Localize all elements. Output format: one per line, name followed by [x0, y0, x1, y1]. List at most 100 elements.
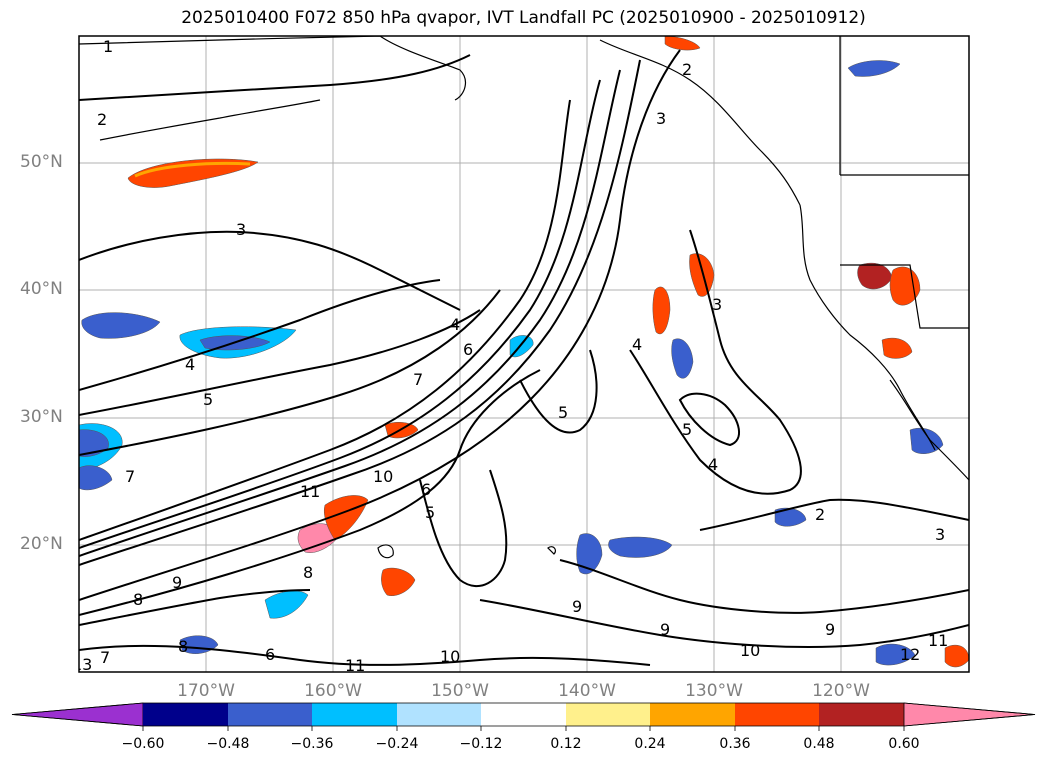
lon-label-120: 120°W — [812, 681, 870, 701]
contour-label: 8 — [178, 637, 188, 656]
contour-label: 9 — [572, 597, 582, 616]
contour-label: 3 — [935, 525, 945, 544]
fill-blob — [264, 590, 309, 619]
colorbar-tick-label: 0.48 — [803, 736, 835, 752]
hawaii-1 — [377, 544, 394, 559]
fill-blob — [134, 161, 251, 178]
contour-label: 8 — [133, 590, 143, 609]
contour-label: 1 — [103, 37, 113, 56]
lat-label-30: 30°N — [20, 407, 63, 427]
contour-label: 3 — [236, 220, 246, 239]
fill-blob — [79, 465, 113, 491]
contour-label: 11 — [345, 656, 365, 675]
colorbar-tick-label: −0.60 — [121, 736, 165, 752]
fill-blob — [381, 567, 416, 596]
colorbar-segment — [650, 703, 735, 726]
colorbar-tick-label: 0.12 — [550, 736, 582, 752]
contour-labels: 1 2 2 2 3 3 3 3 4 4 4 4 5 5 5 5 6 6 6 7 … — [79, 37, 948, 675]
colorbar-tick-label: −0.48 — [206, 736, 250, 752]
lat-label-50: 50°N — [20, 152, 63, 172]
colorbar-segment — [143, 703, 228, 726]
colorbar-tick-label: 0.24 — [634, 736, 666, 752]
lon-label-140: 140°W — [558, 681, 616, 701]
fill-blob — [847, 60, 901, 77]
contour-line — [79, 54, 471, 101]
contour-line — [678, 392, 740, 447]
contour-label: 6 — [463, 340, 473, 359]
fill-blob — [875, 643, 916, 666]
contour-label: 2 — [682, 60, 692, 79]
fill-blob — [652, 286, 671, 335]
contour-label: 3 — [712, 295, 722, 314]
map-title: 2025010400 F072 850 hPa qvapor, IVT Land… — [181, 8, 866, 28]
contour-label: 7 — [100, 648, 110, 667]
contour-line — [419, 469, 508, 587]
lon-label-160: 160°W — [304, 681, 362, 701]
contour-label: 2 — [815, 505, 825, 524]
contour-line — [79, 309, 481, 416]
contour-label: 5 — [425, 503, 435, 522]
colorbar — [11, 702, 1036, 731]
colorbar-segment — [819, 703, 904, 726]
baja-coast — [889, 379, 969, 481]
colorbar-tick-label: −0.12 — [459, 736, 503, 752]
fill-blob — [576, 533, 603, 575]
contour-label: 10 — [740, 641, 760, 660]
contour-label: 8 — [303, 563, 313, 582]
contour-line — [519, 349, 598, 434]
contour-label: 9 — [825, 620, 835, 639]
aleutian-chain — [99, 99, 321, 141]
colorbar-tick-label: 0.36 — [719, 736, 751, 752]
colorbar-extend-min — [11, 702, 144, 727]
colorbar-segment — [735, 703, 819, 726]
contour-label: 5 — [203, 390, 213, 409]
contour-line — [79, 69, 621, 557]
lon-label-130: 130°W — [685, 681, 743, 701]
contour-label: 10 — [440, 647, 460, 666]
contour-line — [79, 369, 541, 616]
alaska-coast — [79, 36, 467, 101]
fill-blob — [608, 536, 673, 558]
contour-label: 2 — [97, 110, 107, 129]
contour-label: 5 — [558, 403, 568, 422]
contour-line — [79, 230, 461, 311]
colorbar-segment — [566, 703, 650, 726]
colorbar-segment — [397, 703, 481, 726]
contour-line — [79, 79, 601, 549]
lon-label-170: 170°W — [177, 681, 235, 701]
bc-coast — [599, 39, 801, 206]
contour-line — [79, 49, 681, 601]
fill-blob — [671, 338, 694, 379]
contour-label: 6 — [265, 645, 275, 664]
contour-label: 10 — [373, 467, 393, 486]
contour-line — [79, 99, 571, 541]
lat-label-20: 20°N — [20, 534, 63, 554]
contour-label: 7 — [413, 370, 423, 389]
contour-label: 9 — [172, 573, 182, 592]
colorbar-extend-max — [903, 702, 1036, 727]
hawaii-2 — [547, 546, 557, 555]
contour-label: 12 — [900, 645, 920, 664]
fill-blob — [881, 337, 913, 359]
colorbar-segment — [312, 703, 397, 726]
contour-line — [79, 589, 311, 626]
fill-blob — [81, 312, 161, 339]
contour-line — [79, 59, 641, 566]
contour-label: 5 — [682, 420, 692, 439]
contour-label: 4 — [185, 355, 195, 374]
ivt-contours — [79, 49, 969, 666]
contour-label: 11 — [928, 631, 948, 650]
contour-label: 4 — [450, 315, 460, 334]
contour-line — [79, 644, 651, 666]
contour-label: 11 — [300, 482, 320, 501]
contour-label: 6 — [421, 480, 431, 499]
contour-line — [79, 279, 441, 391]
map-frame — [78, 35, 970, 673]
colorbar-segment — [481, 703, 566, 726]
contour-label: 4 — [632, 335, 642, 354]
us-west-coast — [799, 204, 936, 451]
contour-line — [559, 559, 969, 614]
contour-label: 4 — [708, 455, 718, 474]
lon-label-150: 150°W — [431, 681, 489, 701]
